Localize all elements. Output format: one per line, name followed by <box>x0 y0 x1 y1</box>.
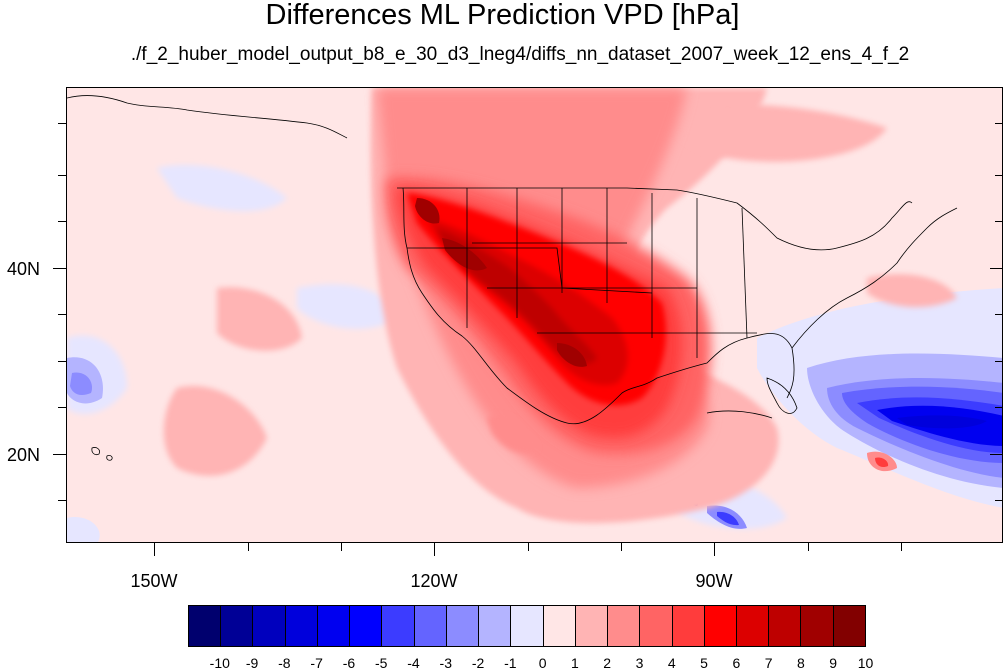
tick-left-20n <box>53 454 66 455</box>
colorbar-swatch <box>801 606 834 646</box>
tick-bottom-150w <box>154 543 155 556</box>
colorbar-swatch <box>736 606 770 646</box>
lon-label-120w: 120W <box>410 571 458 591</box>
negative-anomaly-regions <box>67 164 1002 542</box>
colorbar-swatch <box>446 606 480 646</box>
tick-bottom-90w <box>714 543 715 556</box>
minor-tick <box>58 221 66 222</box>
colorbar-swatch <box>543 606 576 646</box>
colorbar-swatch <box>350 606 383 646</box>
minor-tick <box>58 175 66 176</box>
colorbar-swatch <box>704 606 737 646</box>
minor-tick <box>58 407 66 408</box>
colorbar-label: 7 <box>764 655 773 671</box>
colorbar-label: 8 <box>797 655 805 671</box>
colorbar-swatch <box>608 606 641 646</box>
tick-right-40n <box>990 268 1003 269</box>
minor-tick <box>621 543 622 551</box>
minor-tick <box>58 500 66 501</box>
colorbar-label: -3 <box>439 655 453 671</box>
colorbar-swatch <box>479 606 512 646</box>
colorbar-label: -5 <box>374 655 388 671</box>
minor-tick <box>995 361 1003 362</box>
colorbar-swatch <box>221 606 254 646</box>
colorbar-swatch <box>575 606 609 646</box>
colorbar-label: 10 <box>857 655 874 671</box>
colorbar-swatch <box>189 606 222 646</box>
minor-tick <box>248 543 249 551</box>
minor-tick <box>995 123 1003 124</box>
colorbar-label: -4 <box>407 655 420 671</box>
colorbar-label: 4 <box>667 655 676 671</box>
minor-tick <box>901 543 902 551</box>
lon-label-90w: 90W <box>695 571 733 591</box>
minor-tick <box>995 500 1003 501</box>
minor-tick <box>528 543 529 551</box>
colorbar-swatch <box>511 606 544 646</box>
colorbar-label: 6 <box>732 655 741 671</box>
minor-tick <box>58 123 66 124</box>
minor-tick <box>341 543 342 551</box>
colorbar-label: -9 <box>245 655 259 671</box>
colorbar-label: -8 <box>278 655 291 671</box>
coastlines-and-borders <box>67 95 958 461</box>
map-title: Differences ML Prediction VPD [hPa] <box>265 0 740 31</box>
colorbar-label: 0 <box>538 655 547 671</box>
colorbar-swatch <box>253 606 286 646</box>
colorbar-label: -1 <box>504 655 517 671</box>
minor-tick <box>995 407 1003 408</box>
map-subtitle: ./f_2_huber_model_output_b8_e_30_d3_lneg… <box>130 44 910 65</box>
colorbar-label: -7 <box>310 655 323 671</box>
tick-right-20n <box>990 454 1003 455</box>
map-field-svg <box>67 88 1002 542</box>
lon-label-150w: 150W <box>130 571 178 591</box>
colorbar-label: 5 <box>700 655 708 671</box>
colorbar-swatch <box>317 606 351 646</box>
minor-tick <box>995 314 1003 315</box>
colorbar-swatch <box>640 606 673 646</box>
colorbar-swatch <box>382 606 415 646</box>
colorbar-swatch <box>672 606 705 646</box>
minor-tick <box>995 221 1003 222</box>
colorbar-label: 1 <box>571 655 579 671</box>
colorbar <box>188 605 866 647</box>
lat-label-20n: 20N <box>6 445 40 465</box>
tick-bottom-120w <box>434 543 435 556</box>
colorbar-swatch <box>833 606 865 646</box>
lat-label-40n: 40N <box>6 259 40 279</box>
colorbar-swatch <box>769 606 802 646</box>
map-plot-area[interactable] <box>66 87 1003 543</box>
colorbar-label: 3 <box>635 655 644 671</box>
minor-tick <box>58 361 66 362</box>
minor-tick <box>995 175 1003 176</box>
colorbar-swatch <box>414 606 447 646</box>
minor-tick <box>58 314 66 315</box>
colorbar-swatch <box>285 606 318 646</box>
minor-tick <box>808 543 809 551</box>
colorbar-label: 2 <box>603 655 612 671</box>
colorbar-label: 9 <box>829 655 838 671</box>
colorbar-label: -6 <box>342 655 356 671</box>
tick-left-40n <box>53 268 66 269</box>
colorbar-label: -2 <box>471 655 485 671</box>
colorbar-label: -10 <box>209 655 230 671</box>
